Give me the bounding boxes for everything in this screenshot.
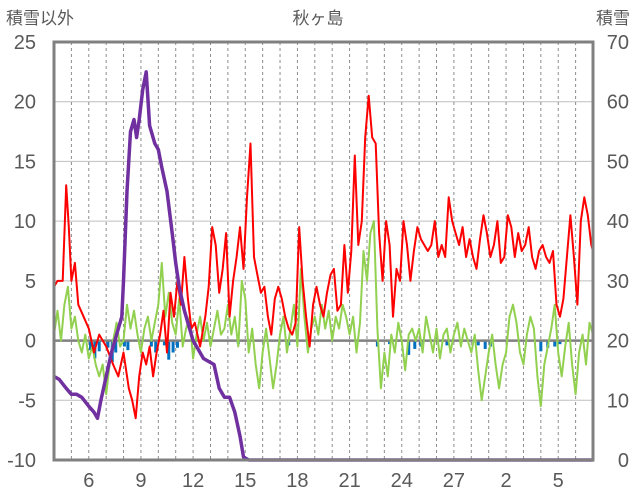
x-tick-label: 6 — [83, 470, 94, 492]
right-tick-label: 30 — [607, 271, 629, 293]
x-tick-label: 18 — [286, 470, 308, 492]
x-tick-label: 2 — [501, 470, 512, 492]
x-axis-ticks: 6 9 12 15 18 21 24 27 2 5 — [83, 470, 564, 492]
left-tick-label: 25 — [14, 32, 36, 54]
precip-bar — [407, 340, 411, 355]
right-tick-label: 40 — [607, 211, 629, 233]
left-tick-label: -5 — [18, 390, 36, 412]
left-tick-label: -10 — [7, 450, 36, 472]
precip-bar — [476, 340, 480, 346]
precip-bar — [122, 340, 126, 347]
precip-bar — [149, 340, 153, 347]
grid — [54, 42, 593, 460]
right-tick-label: 10 — [607, 390, 629, 412]
right-axis-ticks: 70 60 50 40 30 20 10 0 — [607, 32, 629, 472]
left-axis-title: 積雪以外 — [6, 9, 74, 29]
precip-bar — [388, 340, 392, 345]
precip-bar — [413, 340, 417, 349]
right-tick-label: 20 — [607, 331, 629, 353]
left-tick-label: 10 — [14, 211, 36, 233]
right-axis-title: 積雪 — [596, 9, 630, 29]
precip-bar — [539, 340, 543, 352]
right-tick-label: 0 — [618, 450, 629, 472]
right-tick-label: 50 — [607, 151, 629, 173]
precip-bar — [171, 340, 175, 353]
temp-max-line — [53, 94, 594, 420]
left-axis-ticks: 25 20 15 10 5 0 -5 -10 — [7, 32, 36, 472]
precip-bar — [167, 340, 171, 360]
x-tick-label: 27 — [443, 470, 465, 492]
precip-bar — [553, 340, 557, 347]
precip-bar — [445, 340, 449, 346]
x-tick-label: 21 — [338, 470, 360, 492]
x-tick-label: 9 — [135, 470, 146, 492]
left-tick-label: 0 — [25, 331, 36, 353]
right-tick-label: 70 — [607, 32, 629, 54]
precip-bar — [114, 340, 118, 353]
precip-bar — [558, 340, 562, 345]
precip-bar — [97, 340, 101, 352]
precip-bar — [154, 340, 158, 353]
left-tick-label: 20 — [14, 92, 36, 114]
x-tick-label: 24 — [391, 470, 413, 492]
chart-title: 秋ヶ島 — [293, 9, 344, 29]
right-tick-label: 60 — [607, 92, 629, 114]
snow-depth-line — [53, 70, 593, 462]
left-tick-label: 5 — [25, 271, 36, 293]
left-tick-label: 15 — [14, 151, 36, 173]
x-tick-label: 5 — [553, 470, 564, 492]
plot-frame — [52, 40, 595, 462]
x-tick-label: 15 — [234, 470, 256, 492]
precip-bar — [162, 340, 166, 346]
precip-bar — [126, 340, 130, 351]
precip-bar — [89, 340, 93, 351]
x-tick-label: 12 — [182, 470, 204, 492]
precip-bar — [483, 340, 487, 349]
precip-bar — [106, 340, 110, 348]
precip-bar — [175, 340, 179, 348]
